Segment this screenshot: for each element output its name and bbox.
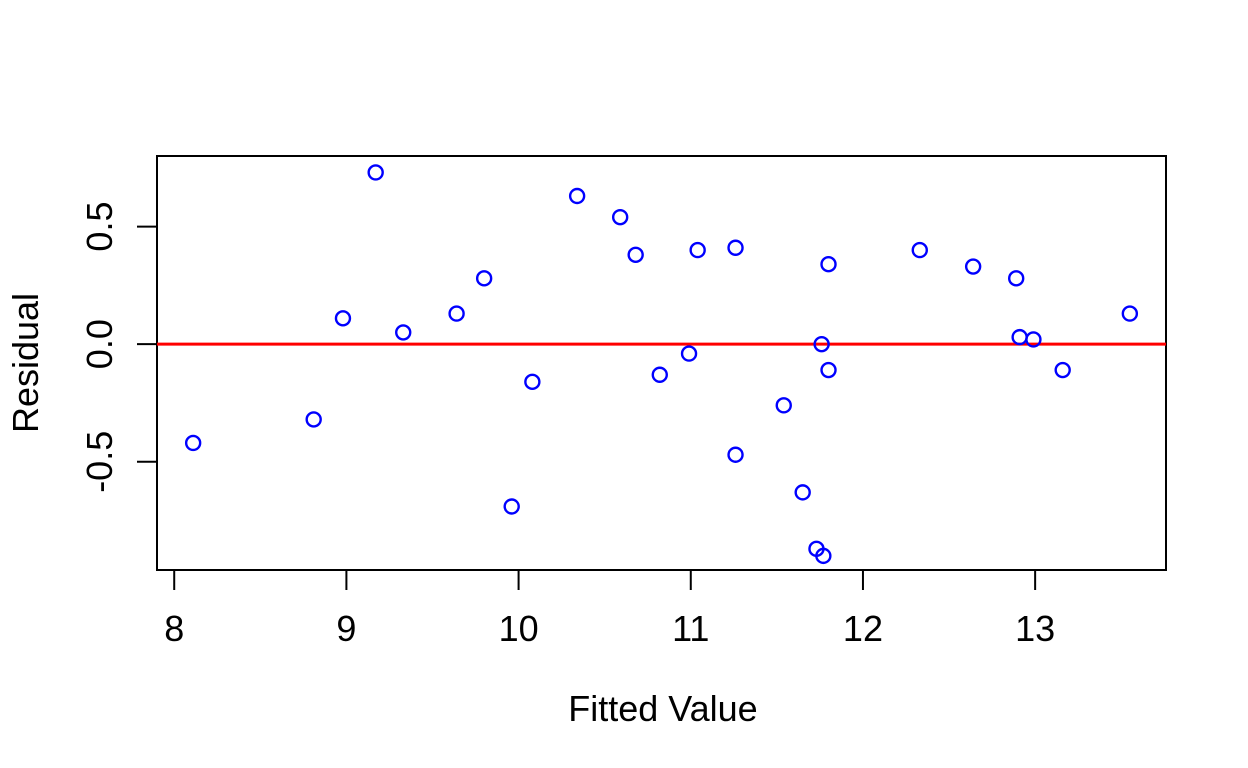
data-point	[448, 305, 465, 322]
data-point	[184, 434, 202, 452]
data-point	[611, 208, 629, 226]
data-point	[651, 366, 668, 383]
data-point	[334, 310, 352, 327]
x-axis-tick-label: 9	[336, 608, 356, 649]
x-axis-tick-label: 13	[1015, 608, 1055, 649]
data-point	[367, 164, 384, 181]
data-point	[1007, 270, 1025, 287]
data-point	[794, 484, 811, 501]
data-point	[305, 411, 322, 428]
x-axis-tick-label: 12	[843, 608, 883, 649]
data-point	[727, 446, 744, 463]
y-axis-tick-label: 0.5	[79, 202, 120, 252]
data-point	[1054, 361, 1071, 379]
data-point	[395, 324, 412, 341]
y-axis-tick-label: 0.0	[79, 319, 120, 369]
y-axis-ticks	[137, 225, 157, 463]
x-axis-tick-labels: 8 9 10 11 12 13	[164, 608, 1055, 649]
data-point	[813, 335, 830, 353]
plot-area-border	[156, 155, 1167, 571]
data-point	[820, 256, 837, 273]
data-point	[680, 345, 698, 362]
y-axis-label: Residual	[5, 293, 46, 433]
y-axis-tick-label: -0.5	[79, 431, 120, 493]
data-points	[184, 164, 1139, 565]
data-point	[1025, 331, 1042, 348]
y-axis-tick-labels: -0.5 0.0 0.5	[79, 202, 120, 493]
x-axis-tick-label: 11	[672, 608, 709, 649]
data-point	[775, 397, 792, 414]
x-axis-tick-label: 10	[499, 608, 539, 649]
data-point	[503, 498, 520, 515]
x-axis-label: Fitted Value	[568, 688, 757, 729]
data-point	[524, 373, 541, 391]
data-point	[964, 258, 982, 275]
data-point	[815, 547, 832, 565]
data-point	[820, 361, 837, 379]
data-point	[689, 241, 706, 259]
data-point	[475, 270, 493, 287]
data-point	[568, 187, 586, 205]
data-point	[1011, 328, 1028, 346]
data-point	[911, 241, 928, 259]
x-axis-ticks	[173, 570, 1037, 590]
x-axis-tick-label: 8	[164, 608, 184, 649]
data-point	[627, 246, 644, 263]
data-point	[727, 239, 744, 256]
data-point	[1121, 305, 1139, 322]
